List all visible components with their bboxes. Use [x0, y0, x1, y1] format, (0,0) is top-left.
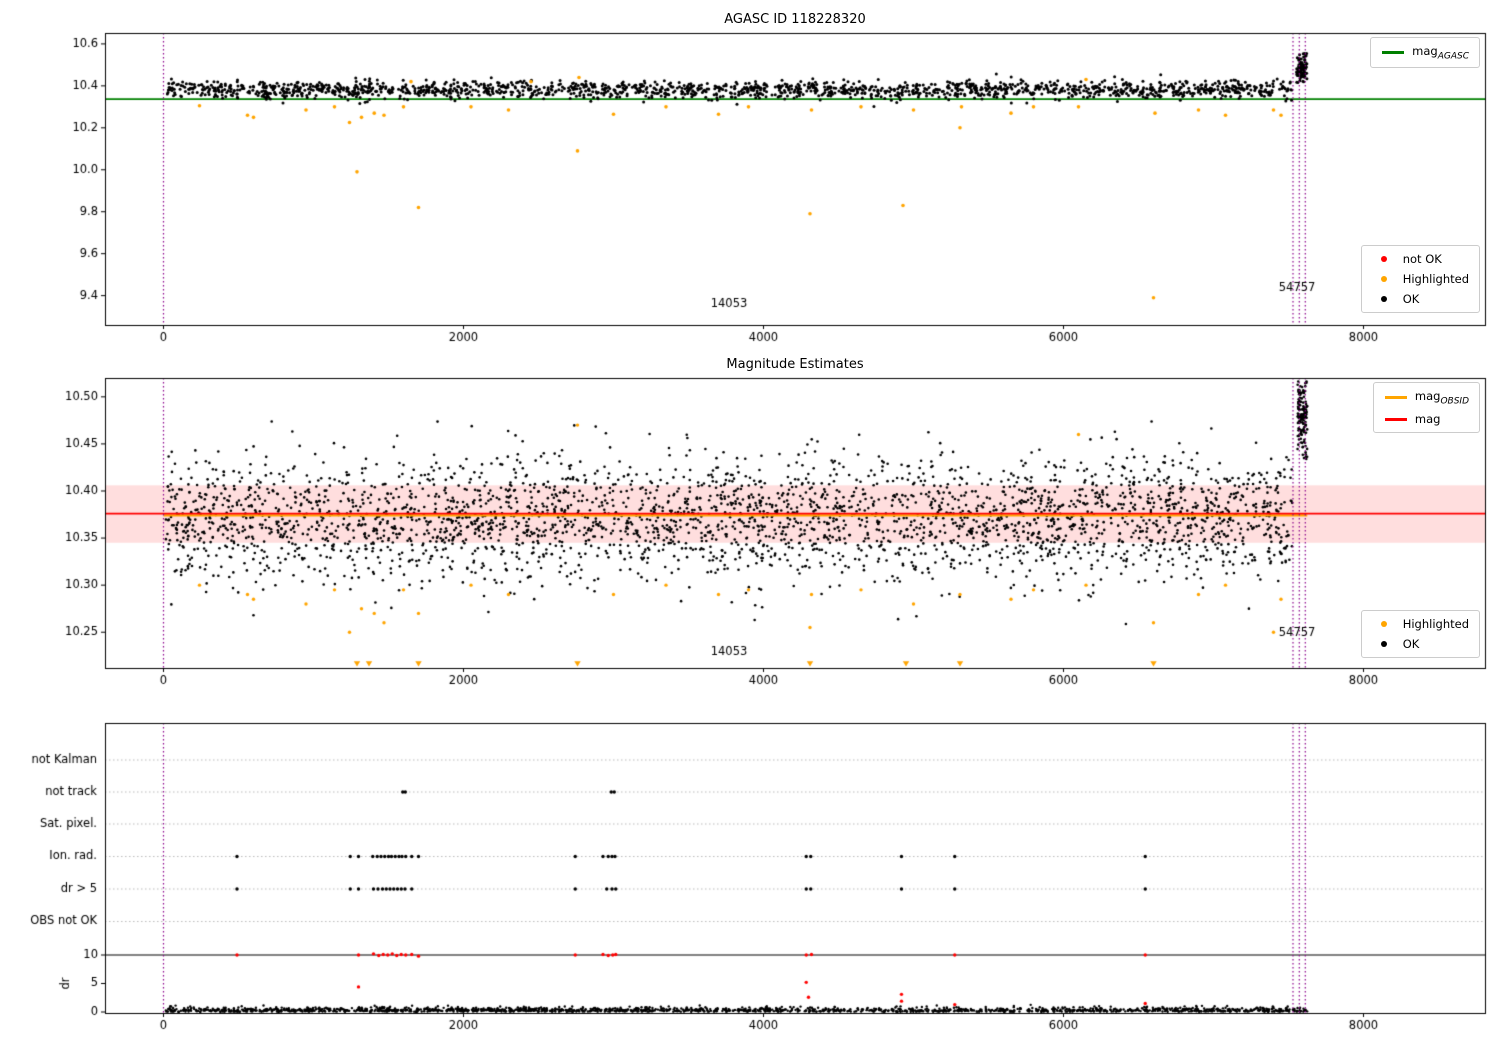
legend-label: OK [1403, 292, 1420, 306]
legend-label: not OK [1403, 252, 1442, 266]
legend-item-ok: OK [1372, 637, 1469, 651]
legend-item-highlighted: Highlighted [1372, 617, 1469, 631]
legend-item-not-ok: not OK [1372, 252, 1469, 266]
legend-swatch-wrap [1372, 641, 1396, 647]
mag-obsid-line-swatch [1384, 396, 1407, 399]
legend-item-mag: mag [1384, 412, 1469, 426]
highlighted-dot-swatch [1380, 276, 1387, 282]
legend-label-main: Highlighted [1402, 272, 1469, 286]
legend-label-sub: OBSID [1440, 396, 1469, 407]
legend-label-main: mag [1414, 389, 1441, 403]
legend-label-sub: AGASC [1437, 51, 1469, 62]
legend-item-highlighted: Highlighted [1372, 272, 1469, 286]
legend-plot1-bottom: not OK Highlighted OK [1360, 245, 1480, 313]
highlighted-dot-swatch [1380, 621, 1387, 627]
legend-label: Highlighted [1403, 617, 1469, 631]
legend-label-main: mag [1414, 412, 1441, 427]
mag-line-swatch [1384, 418, 1407, 421]
legend-swatch-wrap [1372, 621, 1396, 627]
legend-plot2-top: magOBSID mag [1372, 382, 1480, 434]
legend-swatch-wrap [1372, 276, 1396, 282]
legend-label: magAGASC [1412, 44, 1469, 61]
legend-item-mag-agasc: magAGASC [1381, 44, 1469, 61]
legend-label: Highlighted [1403, 272, 1469, 286]
plot1-title: AGASC ID 118228320 [724, 12, 866, 27]
not-ok-dot-swatch [1380, 256, 1387, 262]
legend-item-mag-obsid: magOBSID [1384, 389, 1469, 406]
legend-label-main: Highlighted [1402, 617, 1469, 631]
mag-agasc-line-swatch [1382, 51, 1405, 54]
ok-dot-swatch [1380, 296, 1387, 302]
legend-label-main: not OK [1402, 252, 1442, 266]
legend-swatch-wrap [1384, 396, 1408, 399]
legend-swatch-wrap [1372, 296, 1396, 302]
legend-label-main: OK [1402, 292, 1420, 306]
legend-plot1-top: magAGASC [1370, 37, 1480, 69]
legend-label-main: OK [1402, 637, 1420, 651]
legend-item-ok: OK [1372, 292, 1469, 306]
legend-label: mag [1415, 412, 1441, 426]
legend-swatch-wrap [1384, 418, 1408, 421]
legend-swatch-wrap [1381, 51, 1405, 54]
legend-label: magOBSID [1415, 389, 1469, 406]
legend-swatch-wrap [1372, 256, 1396, 262]
legend-plot2-bottom: Highlighted OK [1360, 610, 1480, 658]
legend-label-main: mag [1412, 44, 1438, 58]
ok-dot-swatch [1380, 641, 1387, 647]
plot2-title: Magnitude Estimates [726, 357, 864, 372]
legend-label: OK [1403, 637, 1420, 651]
